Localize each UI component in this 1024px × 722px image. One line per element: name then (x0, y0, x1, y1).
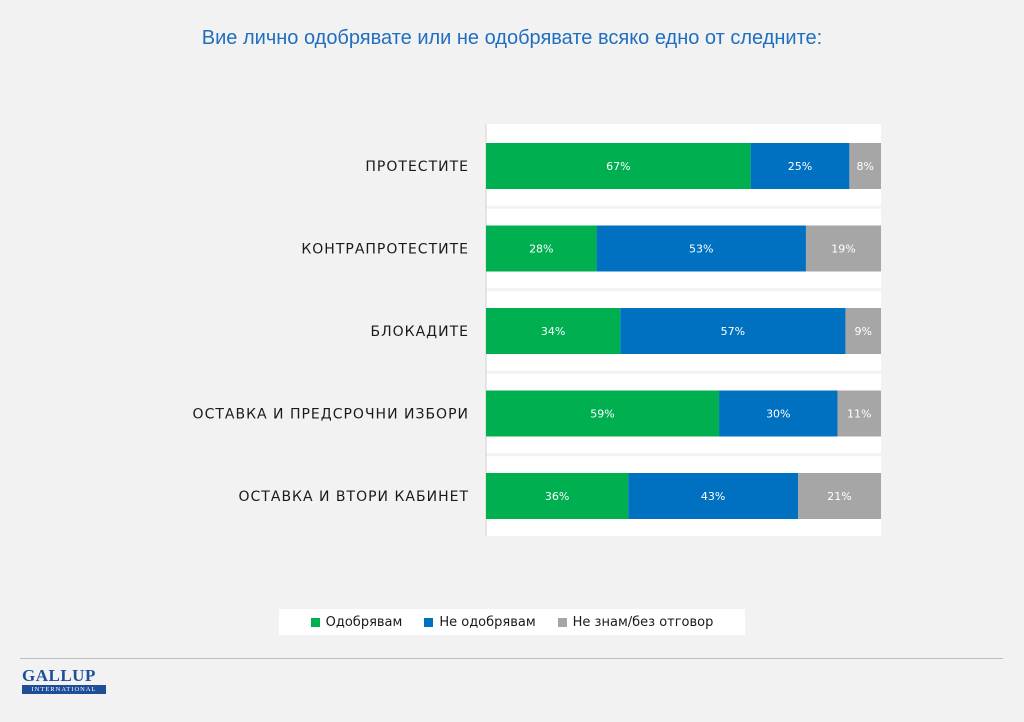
category-label: БЛОКАДИТЕ (371, 324, 469, 340)
legend-swatch-dont-know (557, 617, 567, 627)
category-label: ОСТАВКА И ПРЕДСРОЧНИ ИЗБОРИ (193, 407, 469, 423)
data-label-disapprove: 30% (766, 408, 790, 421)
data-label-dont-know: 21% (827, 490, 851, 503)
bar-dont-know (845, 308, 881, 354)
category-label: ОСТАВКА И ВТОРИ КАБИНЕТ (239, 489, 469, 505)
data-label-approve: 59% (590, 408, 614, 421)
data-label-approve: 28% (529, 243, 553, 256)
bar-approve (486, 473, 629, 519)
legend-swatch-approve (310, 617, 320, 627)
data-label-approve: 34% (541, 325, 565, 338)
data-label-approve: 36% (545, 490, 569, 503)
bar-chart: ПРОТЕСТИТЕ 67% 25% 8% КОНТРАПРОТЕСТИТЕ 28% 53%… (193, 124, 881, 536)
legend-item-approve: Одобрявам (310, 614, 403, 630)
bar-disapprove (750, 143, 850, 189)
data-label-dont-know: 19% (831, 243, 855, 256)
row-separator (486, 453, 881, 457)
bar-approve (486, 390, 720, 437)
legend-label-dont-know: Не знам/без отговор (572, 614, 714, 630)
bar-approve (486, 225, 597, 272)
legend-item-dont-know: Не знам/без отговор (557, 614, 714, 630)
data-label-disapprove: 53% (689, 243, 713, 256)
data-label-disapprove: 57% (721, 325, 745, 338)
row-separator (486, 205, 881, 209)
data-label-dont-know: 11% (847, 408, 871, 421)
row-separator (486, 370, 881, 374)
legend-label-disapprove: Не одобрявам (439, 614, 536, 630)
bar-disapprove (719, 390, 838, 437)
logo-sub-text: INTERNATIONAL (22, 685, 106, 694)
data-label-disapprove: 25% (788, 160, 812, 173)
category-label: ПРОТЕСТИТЕ (365, 159, 469, 175)
legend-label-approve: Одобрявам (325, 614, 403, 630)
footer-divider (20, 658, 1003, 659)
bar-disapprove (628, 473, 799, 519)
data-label-disapprove: 43% (701, 490, 725, 503)
data-label-dont-know: 9% (854, 325, 871, 338)
bar-dont-know (805, 225, 881, 272)
bar-disapprove (620, 308, 846, 354)
bar-dont-know (849, 143, 881, 189)
data-label-dont-know: 8% (856, 160, 873, 173)
bar-approve (486, 143, 751, 189)
legend: Одобрявам Не одобрявам Не знам/без отгов… (279, 609, 745, 635)
bar-dont-know (798, 473, 881, 519)
chart-title: Вие лично одобрявате или не одобрявате в… (201, 27, 823, 49)
logo-main-text: GALLUP (22, 666, 96, 685)
row-separator (486, 288, 881, 292)
legend-item-disapprove: Не одобрявам (424, 614, 536, 630)
bar-dont-know (837, 390, 881, 437)
data-label-approve: 67% (606, 160, 630, 173)
bar-approve (486, 308, 621, 354)
gallup-logo: GALLUP INTERNATIONAL (22, 667, 106, 694)
category-label: КОНТРАПРОТЕСТИТЕ (301, 242, 469, 258)
bar-disapprove (596, 225, 806, 272)
legend-swatch-disapprove (424, 617, 434, 627)
